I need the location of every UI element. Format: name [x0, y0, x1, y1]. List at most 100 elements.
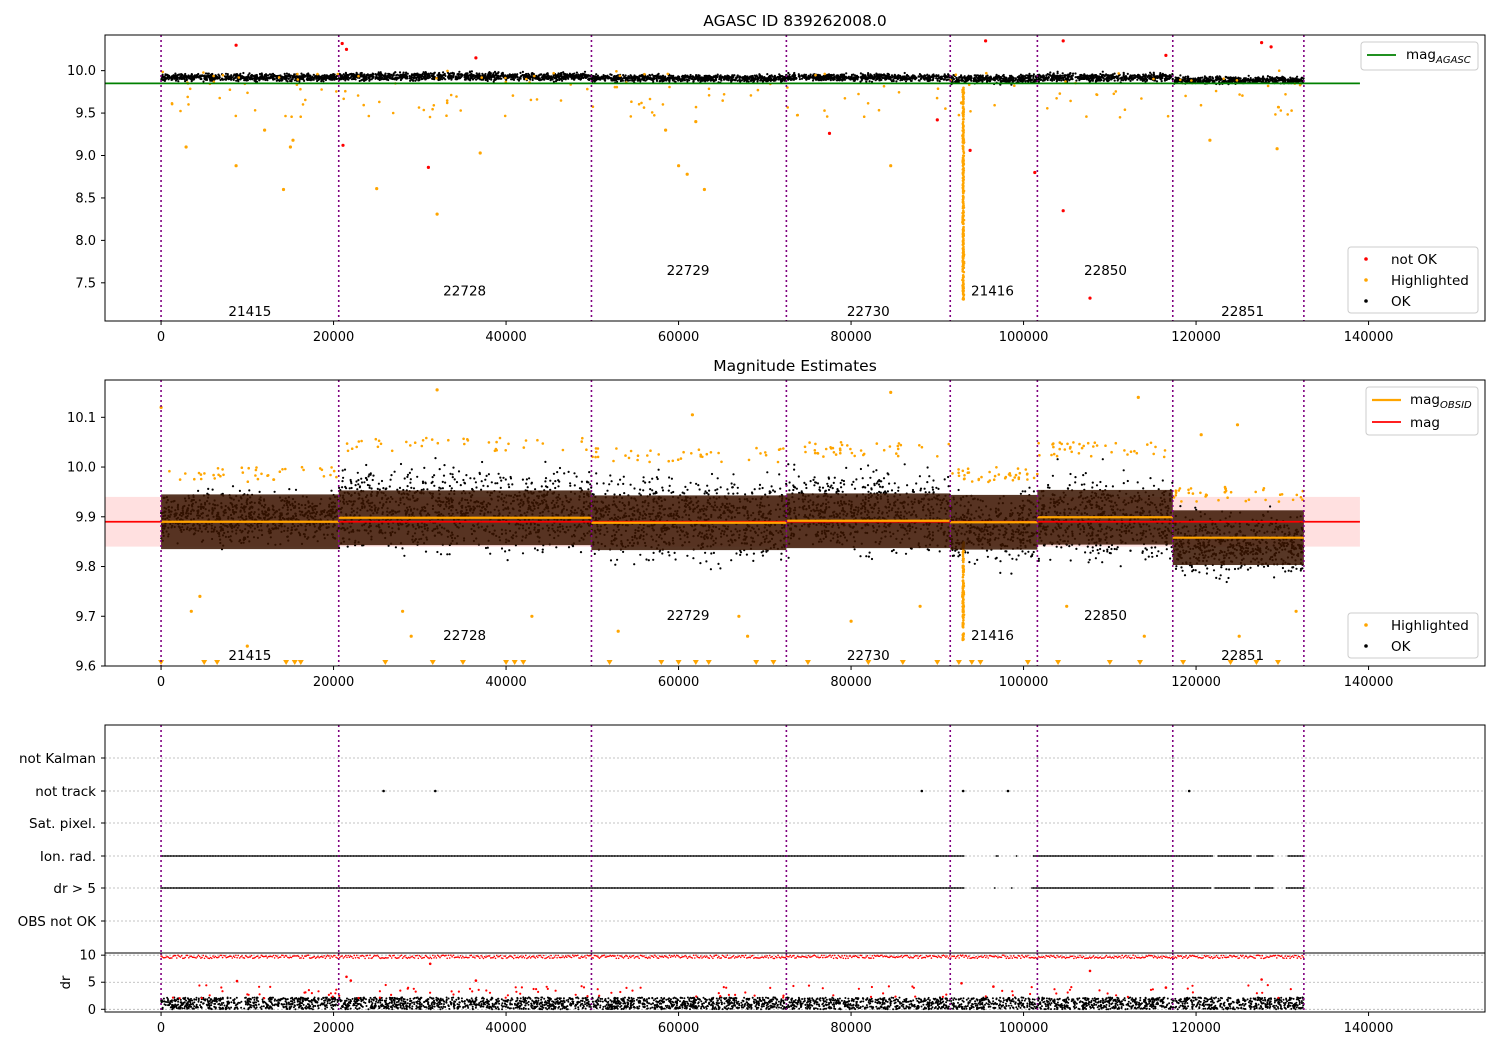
ok-point	[337, 77, 340, 80]
ok-point	[1289, 76, 1292, 79]
highlighted-point	[843, 97, 847, 100]
ok-point	[395, 74, 398, 77]
highlighted-point	[862, 115, 866, 118]
ok-point	[423, 75, 426, 78]
ok-point	[224, 72, 228, 75]
ok-point	[442, 77, 445, 80]
ok-point	[380, 78, 383, 81]
ok-point	[190, 80, 193, 83]
highlighted-point	[432, 104, 436, 107]
highlighted-point	[814, 73, 817, 77]
ok-point	[897, 74, 900, 77]
ok-point	[1141, 76, 1144, 79]
ok-point	[671, 77, 675, 80]
ok-point	[350, 78, 354, 81]
ok-point	[347, 73, 350, 76]
ok-point	[1004, 77, 1007, 81]
highlighted-point	[296, 78, 300, 81]
ok-point	[595, 73, 598, 76]
ok-point	[457, 75, 461, 78]
ok-point	[1051, 79, 1054, 82]
not-ok-point	[340, 41, 344, 46]
ok-point	[947, 73, 950, 76]
ok-point	[268, 76, 271, 80]
ok-point	[922, 77, 925, 80]
ok-point	[437, 78, 440, 82]
ok-point	[323, 77, 326, 80]
not-ok-point	[1061, 39, 1065, 43]
ok-point	[378, 78, 381, 82]
ok-point	[655, 78, 658, 81]
ok-point	[831, 74, 834, 77]
ok-point	[231, 76, 234, 79]
ok-point	[478, 72, 481, 75]
ok-point	[1039, 78, 1042, 81]
ok-point	[469, 74, 472, 77]
highlighted-point	[277, 76, 281, 79]
ok-point	[377, 71, 380, 74]
ok-point	[496, 72, 499, 75]
ok-point	[697, 74, 700, 77]
ok-point	[1283, 77, 1286, 80]
ok-point	[298, 75, 302, 78]
highlighted-point	[1238, 93, 1241, 96]
ok-point	[819, 75, 823, 78]
ok-point	[1061, 72, 1064, 75]
ok-point	[239, 75, 242, 78]
ok-point	[966, 79, 970, 82]
ok-point	[552, 80, 556, 83]
ok-point	[684, 74, 687, 77]
ok-point	[852, 73, 855, 76]
ok-point	[519, 71, 522, 74]
ok-point	[1091, 74, 1094, 77]
ok-point	[1300, 76, 1303, 80]
ok-point	[1078, 78, 1081, 81]
ok-point	[530, 72, 533, 75]
ok-point	[766, 73, 769, 76]
ok-point	[312, 77, 315, 80]
highlighted-point	[299, 115, 303, 118]
highlighted-point	[642, 106, 646, 109]
ok-point	[554, 80, 558, 83]
ok-point	[428, 75, 431, 78]
highlighted-point	[246, 91, 249, 95]
ok-point	[908, 77, 911, 80]
ok-point	[1074, 72, 1077, 75]
highlighted-point	[529, 98, 533, 102]
ok-point	[247, 75, 250, 78]
highlighted-point	[1235, 79, 1239, 82]
ok-point	[913, 75, 917, 78]
ok-point	[691, 75, 694, 78]
highlighted-point	[643, 72, 646, 76]
ok-point	[170, 75, 173, 78]
ok-point	[448, 73, 451, 76]
ok-point	[1016, 76, 1019, 79]
ok-point	[829, 75, 832, 78]
ok-point	[447, 75, 450, 78]
ok-point	[929, 76, 932, 79]
ok-point	[1174, 76, 1177, 79]
highlighted-point	[866, 102, 870, 105]
ok-point	[184, 80, 187, 83]
ok-point	[540, 76, 544, 79]
ok-point	[393, 77, 397, 80]
ok-point	[720, 79, 723, 82]
ok-point	[951, 76, 955, 80]
ok-point	[398, 71, 402, 74]
ok-point	[759, 78, 763, 81]
ok-point	[576, 75, 579, 78]
ok-point	[1149, 71, 1152, 74]
ok-point	[562, 71, 565, 74]
ok-point	[546, 77, 549, 80]
ok-point	[174, 72, 177, 75]
ok-point	[988, 80, 992, 83]
ok-point	[538, 77, 541, 80]
ok-point	[1199, 76, 1202, 79]
ok-point	[1001, 77, 1005, 80]
highlighted-point	[284, 114, 287, 118]
ok-point	[383, 75, 386, 78]
ok-point	[442, 71, 445, 74]
ok-point	[163, 76, 167, 79]
highlighted-point	[962, 202, 965, 205]
ok-point	[508, 76, 511, 79]
